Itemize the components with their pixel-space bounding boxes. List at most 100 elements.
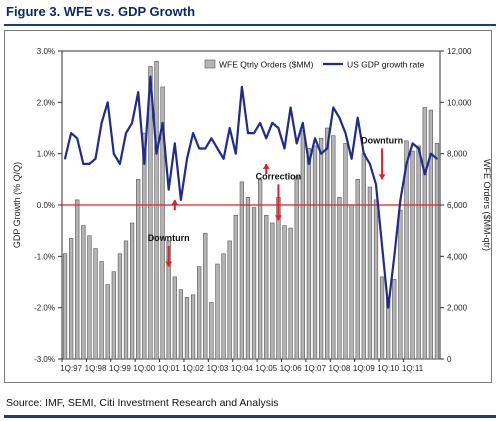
wfe-bar [197, 266, 202, 360]
wfe-bar [215, 263, 220, 360]
wfe-bar [81, 225, 86, 360]
annotation-arrow-up-head [171, 199, 179, 205]
right-axis-title: WFE Orders ($MM-qtr) [482, 159, 492, 251]
left-tick-label: -1.0% [34, 252, 55, 261]
gdp-point [430, 152, 432, 155]
wfe-bar [294, 176, 299, 360]
gdp-point [222, 158, 225, 160]
x-tick-label: 1Q:98 [85, 364, 107, 373]
annotation-arrow-down-head [378, 174, 386, 180]
legend: WFE Qtrly Orders ($MM) US GDP growth rate [204, 59, 425, 70]
gdp-point [88, 163, 91, 165]
gdp-point [228, 127, 231, 129]
gdp-point [253, 132, 255, 134]
gdp-point [82, 163, 85, 165]
gdp-point [411, 142, 414, 145]
x-tick-label: 1Q:99 [109, 364, 131, 373]
chart-frame [4, 30, 492, 383]
gdp-point [100, 122, 103, 124]
footer-rule [4, 415, 496, 418]
wfe-bar [373, 199, 379, 360]
wfe-bar [428, 109, 433, 360]
right-tick-label: 0 [447, 355, 452, 364]
wfe-bar [288, 227, 293, 360]
gdp-point [436, 158, 438, 160]
gdp-point [247, 132, 249, 134]
gdp-point [356, 116, 359, 119]
wfe-bar [258, 179, 263, 360]
right-tick-label: 2,000 [447, 304, 468, 313]
wfe-bar [154, 60, 159, 360]
left-tick-label: -2.0% [34, 304, 55, 313]
gdp-point [64, 158, 66, 160]
annotation-arrow-down-head [274, 215, 282, 221]
legend-bar-label: WFE Qtrly Orders ($MM) [219, 60, 314, 70]
left-tick-label: 0.0% [37, 201, 55, 210]
gdp-point [106, 101, 109, 104]
gdp-point [216, 147, 219, 150]
wfe-bar [221, 253, 226, 360]
source-note: Source: IMF, SEMI, Citi Investment Resea… [6, 397, 279, 409]
wfe-bar [270, 222, 275, 360]
gdp-point [149, 75, 152, 78]
x-tick-label: 1Q:09 [353, 364, 375, 373]
gdp-point [423, 173, 426, 175]
wfe-bar [105, 284, 110, 360]
right-tick-label: 4,000 [447, 252, 468, 261]
wfe-bar [306, 148, 312, 360]
x-tick-label: 1Q:11 [402, 364, 424, 373]
gdp-point [70, 132, 72, 134]
wfe-bar [148, 66, 153, 360]
wfe-bar [142, 132, 147, 360]
x-tick-label: 1Q:97 [60, 364, 82, 373]
x-tick-label: 1Q:00 [133, 364, 155, 373]
wfe-bar [227, 240, 232, 360]
wfe-bar [331, 135, 336, 360]
wfe-bar [166, 240, 171, 360]
wfe-bar [276, 197, 281, 360]
gdp-point [131, 122, 133, 124]
wfe-bar [172, 276, 177, 360]
gdp-point [265, 137, 268, 140]
axes-layer: 3.0% 2.0% 1.0% 0.0% -1.0% -2.0% -3.0% 12,000 10,… [12, 47, 492, 373]
gdp-point [167, 188, 170, 191]
x-tick-label: 1Q:03 [207, 364, 229, 373]
gdp-point [204, 147, 207, 150]
annotation-label: Correction [256, 171, 302, 181]
x-tick-label: 1Q:08 [329, 364, 351, 373]
wfe-bar [343, 143, 348, 360]
gdp-point [302, 122, 304, 124]
gdp-point [369, 163, 371, 165]
x-tick-label: 1Q:06 [280, 364, 302, 373]
wfe-bar [99, 261, 104, 360]
wfe-bar [251, 207, 257, 360]
wfe-bar [422, 107, 427, 360]
gdp-point [308, 163, 310, 165]
gdp-point [186, 158, 188, 160]
wfe-bar [62, 253, 68, 360]
legend-bar-swatch [204, 59, 216, 69]
wfe-bar [398, 209, 403, 360]
gdp-point [381, 245, 383, 247]
wfe-bar [282, 225, 287, 360]
x-tick-label: 1Q:02 [182, 364, 204, 373]
gdp-point [417, 147, 420, 150]
annotation-arrow-up-head [262, 163, 270, 169]
gdp-point [405, 163, 408, 165]
wfe-bar [404, 140, 409, 360]
gdp-point [393, 255, 396, 258]
gdp-point [277, 127, 280, 129]
wfe-bar [136, 179, 141, 360]
right-tick-label: 6,000 [447, 201, 468, 210]
wfe-bar [379, 276, 385, 360]
gdp-point [76, 137, 79, 140]
wfe-bar [178, 289, 184, 360]
right-tick-label: 8,000 [447, 150, 468, 159]
gdp-point [210, 137, 213, 140]
wfe-bar [209, 302, 214, 360]
annotation-layer: Downturn Correction Downturn [148, 135, 403, 267]
wfe-bar [69, 238, 74, 360]
gdp-point [259, 122, 261, 124]
wfe-bar [93, 248, 98, 360]
